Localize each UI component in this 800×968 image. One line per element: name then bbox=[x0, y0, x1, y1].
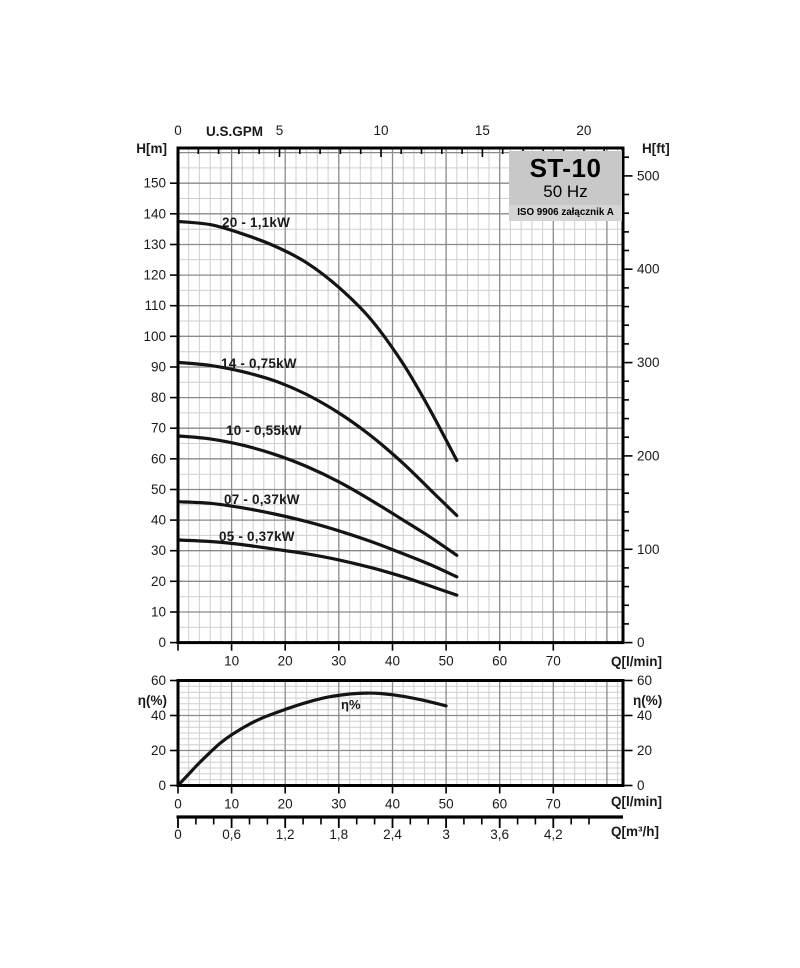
tick-label: 20 bbox=[278, 654, 293, 669]
tick-label: 60 bbox=[151, 673, 166, 688]
pump-curve-10 bbox=[176, 434, 459, 557]
left-axis-ticks: 0 10 20 30 40 50 60 70 80 90 100 110 120 130 140 150 bbox=[143, 176, 177, 650]
tick-label: 100 bbox=[637, 542, 660, 557]
tick-label: 0 bbox=[637, 778, 645, 793]
main-bottom-axis-ticks: 10 20 30 40 50 60 70 bbox=[177, 644, 561, 669]
tick-label: 1,8 bbox=[329, 827, 348, 842]
head-chart-border bbox=[176, 146, 625, 645]
tick-label: 200 bbox=[637, 448, 660, 463]
tick-label: 300 bbox=[637, 355, 660, 370]
m3h-scale-ruler: 0 0,6 1,2 1,8 2,4 3 3,6 4,2 bbox=[174, 815, 623, 842]
tick-label: 50 bbox=[439, 797, 454, 812]
main-flow-unit-label: Q[l/min] bbox=[611, 654, 662, 669]
head-chart: 0102030405060708090100110120130140150010… bbox=[143, 123, 659, 669]
tick-label: 10 bbox=[151, 605, 166, 620]
pump-curves bbox=[176, 219, 459, 597]
tick-label: 10 bbox=[224, 654, 239, 669]
tick-label: 80 bbox=[151, 390, 166, 405]
head-chart-grid-minor bbox=[178, 148, 623, 643]
left-axis-unit-label: H[m] bbox=[136, 141, 167, 156]
eff-chart-border bbox=[176, 679, 625, 787]
tick-label: 60 bbox=[492, 797, 507, 812]
right-axis-unit-label: H[ft] bbox=[642, 141, 670, 156]
pump-model: ST-10 bbox=[529, 153, 602, 183]
tick-label: 40 bbox=[385, 797, 400, 812]
tick-label: 130 bbox=[143, 237, 166, 252]
eff-axis-unit-right: η(%) bbox=[633, 693, 663, 708]
curve-label-14: 14 - 0,75kW bbox=[221, 356, 297, 371]
tick-label: 0,6 bbox=[222, 827, 241, 842]
pump-curve-05 bbox=[176, 538, 459, 597]
tick-label: 2,4 bbox=[383, 827, 402, 842]
tick-label: 20 bbox=[637, 743, 652, 758]
tick-label: 40 bbox=[385, 654, 400, 669]
eff-grid-major bbox=[178, 680, 623, 786]
tick-label: 400 bbox=[637, 262, 660, 277]
tick-label: 60 bbox=[151, 451, 166, 466]
iso-standard: ISO 9906 załącznik A bbox=[509, 205, 622, 221]
title-box: ST-10 50 Hz ISO 9906 załącznik A bbox=[509, 151, 622, 221]
tick-label: 70 bbox=[546, 654, 561, 669]
top-axis-unit-label: U.S.GPM bbox=[206, 124, 264, 139]
right-axis-ticks: 0 100 200 300 400 500 bbox=[624, 156, 660, 650]
tick-label: 30 bbox=[331, 797, 346, 812]
efficiency-curve-label: η% bbox=[341, 697, 361, 712]
tick-label: 40 bbox=[151, 708, 166, 723]
curve-label-05: 05 - 0,37kW bbox=[219, 529, 295, 544]
tick-label: 20 bbox=[151, 574, 166, 589]
tick-label: 40 bbox=[151, 513, 166, 528]
tick-label: 70 bbox=[546, 797, 561, 812]
tick-label: 3,6 bbox=[490, 827, 509, 842]
curve-label-10: 10 - 0,55kW bbox=[226, 423, 302, 438]
pump-curve-14 bbox=[176, 360, 459, 518]
tick-label: 20 bbox=[278, 797, 293, 812]
tick-label: 150 bbox=[143, 176, 166, 191]
tick-label: 4,2 bbox=[544, 827, 563, 842]
tick-label: 3 bbox=[442, 827, 450, 842]
tick-label: 60 bbox=[492, 654, 507, 669]
curve-label-20: 20 - 1,1kW bbox=[222, 215, 291, 230]
m3h-unit-label: Q[m³/h] bbox=[611, 824, 659, 839]
tick-label: 0 bbox=[174, 827, 182, 842]
tick-label: 30 bbox=[331, 654, 346, 669]
tick-label: 20 bbox=[151, 743, 166, 758]
tick-label: 50 bbox=[151, 482, 166, 497]
tick-label: 15 bbox=[475, 123, 490, 138]
curve-label-07: 07 - 0,37kW bbox=[224, 492, 300, 507]
tick-label: 0 bbox=[158, 778, 166, 793]
tick-label: 10 bbox=[373, 123, 388, 138]
pump-curve-20 bbox=[176, 219, 459, 462]
tick-label: 10 bbox=[224, 797, 239, 812]
tick-label: 120 bbox=[143, 268, 166, 283]
eff-side-ticks: 0 0 20 20 40 40 60 60 bbox=[151, 673, 652, 793]
efficiency-curve bbox=[176, 691, 448, 788]
eff-flow-unit-label: Q[l/min] bbox=[611, 794, 662, 809]
tick-label: 30 bbox=[151, 543, 166, 558]
tick-label: 5 bbox=[276, 123, 284, 138]
pump-curve-07 bbox=[176, 500, 459, 579]
tick-label: 0 bbox=[158, 635, 166, 650]
tick-label: 1,2 bbox=[276, 827, 295, 842]
eff-axis-unit-left: η(%) bbox=[137, 693, 167, 708]
tick-label: 100 bbox=[143, 329, 166, 344]
tick-label: 20 bbox=[576, 123, 591, 138]
pump-frequency: 50 Hz bbox=[543, 182, 588, 201]
tick-label: 0 bbox=[174, 123, 182, 138]
tick-label: 40 bbox=[637, 708, 652, 723]
tick-label: 70 bbox=[151, 421, 166, 436]
tick-label: 90 bbox=[151, 360, 166, 375]
tick-label: 0 bbox=[637, 635, 645, 650]
tick-label: 110 bbox=[144, 298, 166, 313]
tick-label: 500 bbox=[637, 168, 660, 183]
tick-label: 50 bbox=[439, 654, 454, 669]
eff-bottom-axis-ticks: 0 10 20 30 40 50 60 70 bbox=[174, 787, 561, 812]
tick-label: 60 bbox=[637, 673, 652, 688]
tick-label: 140 bbox=[143, 206, 166, 221]
tick-label: 0 bbox=[174, 797, 182, 812]
